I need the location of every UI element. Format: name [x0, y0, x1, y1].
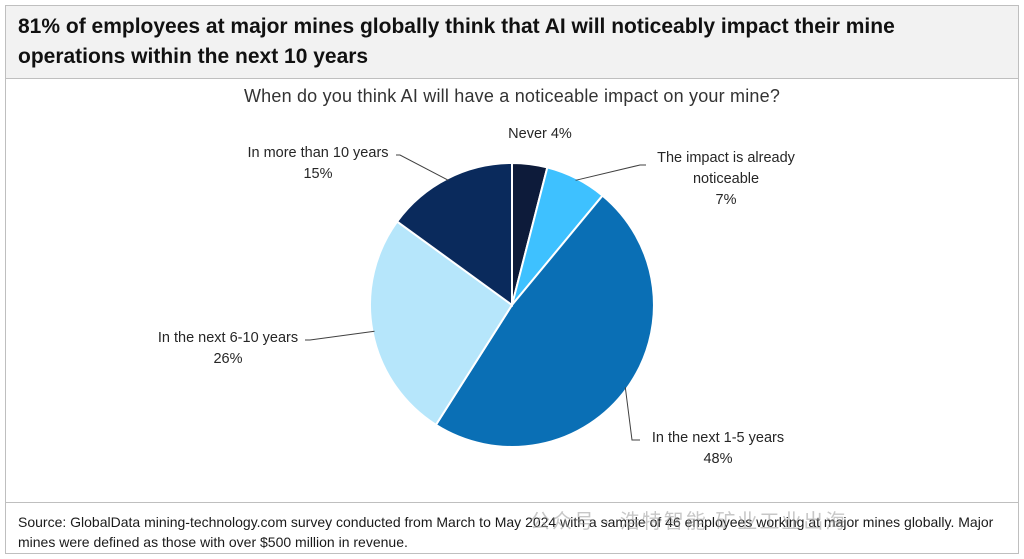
- slice-label-3: In the next 6-10 years 26%: [158, 330, 298, 367]
- slice-label-1: The impact is already noticeable 7%: [657, 150, 796, 208]
- chart-title: When do you think AI will have a noticea…: [243, 86, 781, 106]
- slice-label-2: In the next 1-5 years 48%: [652, 430, 784, 467]
- pie-slice-4: [395, 161, 513, 307]
- leader-line-3: [305, 330, 375, 341]
- leader-line-1: [575, 164, 646, 181]
- footer: Source: GlobalData mining-technology.com…: [6, 502, 1018, 555]
- slice-label-0: Never 4%: [508, 126, 572, 142]
- headline: 81% of employees at major mines globally…: [18, 15, 895, 68]
- leader-line-2: [624, 387, 640, 441]
- slice-label-4: In more than 10 years 15%: [247, 145, 388, 182]
- leader-line-4: [396, 154, 449, 181]
- watermark: 公众号 · 浩特智能 矿业工业出海: [530, 511, 848, 533]
- chart-frame: 81% of employees at major mines globally…: [5, 5, 1019, 554]
- source-note: Source: GlobalData mining-technology.com…: [18, 514, 994, 550]
- pie-slice-2: [434, 194, 655, 448]
- header-banner: 81% of employees at major mines globally…: [6, 6, 1018, 79]
